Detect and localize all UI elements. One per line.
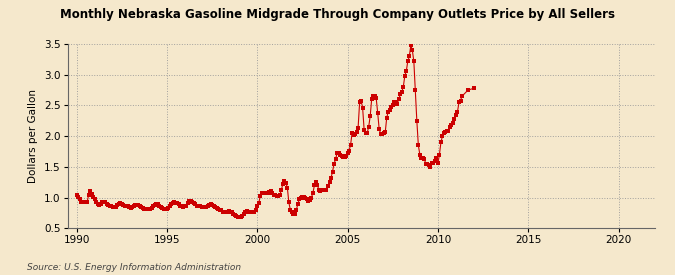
Text: Monthly Nebraska Gasoline Midgrade Through Company Outlets Price by All Sellers: Monthly Nebraska Gasoline Midgrade Throu… — [60, 8, 615, 21]
Text: Source: U.S. Energy Information Administration: Source: U.S. Energy Information Administ… — [27, 263, 241, 272]
Y-axis label: Dollars per Gallon: Dollars per Gallon — [28, 89, 38, 183]
